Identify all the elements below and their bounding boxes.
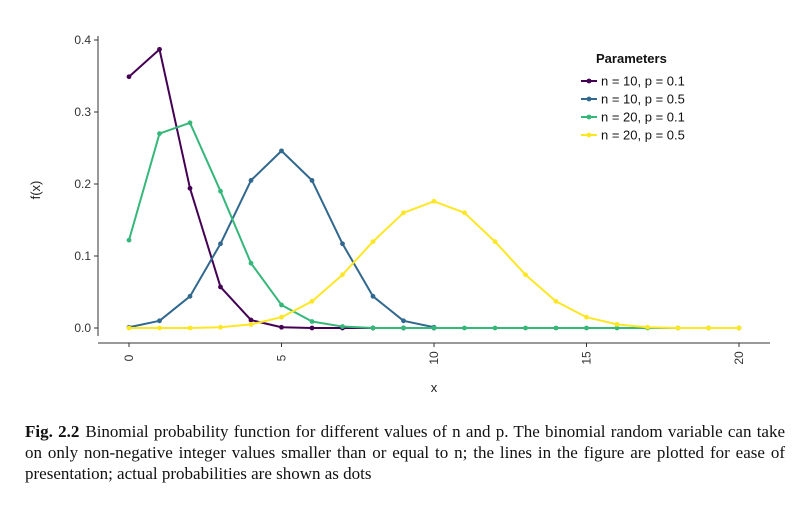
data-point — [309, 178, 315, 183]
data-point — [340, 241, 345, 247]
figure-caption: Fig. 2.2 Binomial probability function fo… — [25, 421, 785, 484]
data-point — [645, 324, 650, 330]
data-point — [218, 188, 223, 194]
series-2 — [126, 148, 437, 330]
data-point — [584, 325, 589, 331]
caption-text: Binomial probability function for differ… — [25, 422, 786, 483]
series-3 — [126, 120, 742, 331]
data-point — [370, 325, 376, 331]
data-point — [248, 317, 254, 323]
data-point — [523, 325, 528, 331]
y-tick-label: 0.2 — [74, 177, 91, 191]
data-point — [279, 148, 284, 154]
x-tick-label: 20 — [732, 351, 746, 365]
series-line — [129, 200, 739, 329]
legend-label: n = 20, p = 0.5 — [601, 128, 685, 143]
data-point — [157, 131, 162, 137]
data-point — [187, 185, 193, 191]
legend: Parameters n = 10, p = 0.1 n = 10, p = 0.5… — [581, 51, 685, 143]
data-point — [736, 325, 742, 331]
y-tick-label: 0.3 — [74, 105, 91, 119]
data-point — [492, 239, 498, 245]
legend-label: n = 20, p = 0.1 — [601, 110, 685, 125]
data-point — [401, 325, 406, 331]
data-point — [187, 120, 193, 126]
data-point — [157, 46, 162, 52]
data-point — [309, 319, 315, 324]
data-point — [248, 178, 254, 183]
data-point — [218, 241, 223, 247]
data-point — [401, 210, 406, 216]
data-point — [614, 322, 620, 327]
data-point — [706, 325, 711, 331]
legend-item: n = 20, p = 0.1 — [581, 110, 685, 125]
legend-item: n = 10, p = 0.1 — [581, 74, 685, 89]
axes: 0.0 0.1 0.2 0.3 0.4 0 5 10 15 20 x f(x) — [28, 33, 770, 395]
legend-title: Parameters — [596, 51, 667, 66]
data-point — [462, 210, 467, 216]
data-point — [309, 325, 315, 331]
data-point — [309, 298, 315, 304]
data-point — [431, 325, 437, 331]
data-point — [553, 325, 559, 331]
binomial-chart: 0.0 0.1 0.2 0.3 0.4 0 5 10 15 20 x f(x) Parameters n… — [28, 33, 770, 395]
data-point — [462, 325, 467, 331]
data-point — [218, 324, 223, 330]
data-point — [492, 325, 498, 331]
legend-key-dot — [586, 96, 592, 102]
x-tick-label: 5 — [275, 354, 289, 361]
data-point — [340, 272, 345, 278]
caption-label: Fig. 2.2 — [25, 422, 80, 441]
data-point — [431, 198, 437, 204]
series-layer — [126, 46, 742, 331]
y-tick-label: 0.0 — [74, 321, 91, 335]
series-line — [128, 121, 739, 329]
legend-key-dot — [586, 114, 592, 120]
series-line — [128, 149, 435, 329]
legend-label: n = 10, p = 0.5 — [601, 92, 685, 107]
series-4 — [126, 198, 742, 331]
series-line — [128, 48, 434, 329]
y-tick-label: 0.1 — [74, 249, 91, 263]
x-tick-label: 0 — [122, 354, 136, 361]
data-point — [553, 298, 559, 304]
x-tick-label: 15 — [580, 351, 594, 365]
data-point — [126, 237, 132, 243]
data-point — [126, 325, 132, 331]
data-point — [157, 318, 162, 324]
x-axis-title: x — [431, 380, 438, 395]
data-point — [401, 318, 406, 324]
data-point — [126, 74, 132, 80]
data-point — [370, 293, 376, 299]
data-point — [340, 324, 345, 329]
data-point — [523, 272, 528, 278]
legend-label: n = 10, p = 0.1 — [601, 74, 685, 89]
y-axis-title: f(x) — [28, 181, 43, 200]
data-point — [279, 314, 284, 320]
data-point — [584, 314, 589, 320]
legend-key-dot — [586, 132, 592, 138]
data-point — [187, 325, 193, 331]
data-point — [187, 293, 193, 299]
data-point — [157, 325, 162, 331]
legend-item: n = 10, p = 0.5 — [581, 92, 685, 107]
x-tick-label: 10 — [427, 351, 441, 365]
data-point — [370, 239, 376, 245]
series-1 — [126, 46, 437, 331]
legend-key-dot — [586, 78, 592, 84]
data-point — [248, 322, 254, 327]
y-tick-label: 0.4 — [74, 33, 91, 47]
data-point — [248, 260, 254, 266]
data-point — [614, 325, 620, 331]
data-point — [218, 284, 223, 290]
data-point — [675, 325, 681, 331]
legend-item: n = 20, p = 0.5 — [581, 128, 685, 143]
data-point — [279, 324, 284, 330]
data-point — [279, 302, 284, 308]
